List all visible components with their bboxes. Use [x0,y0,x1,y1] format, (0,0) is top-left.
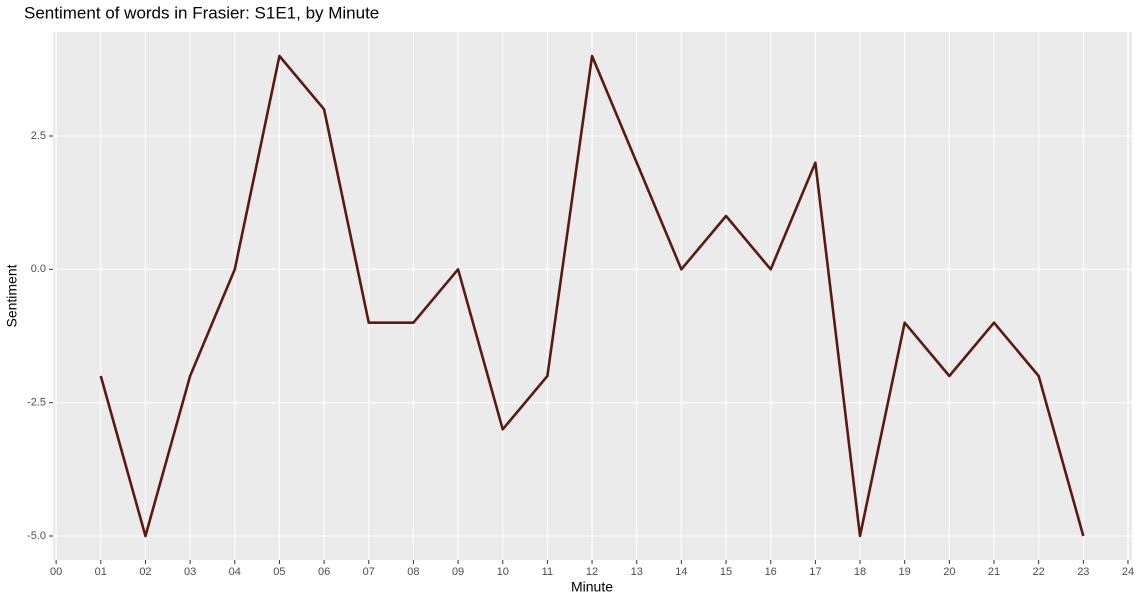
x-tick-label: 07 [363,566,375,578]
x-tick-label: 08 [407,566,419,578]
x-tick-label: 24 [1122,566,1134,578]
line [99,54,1085,538]
x-tick-label: 21 [988,566,1000,578]
x-tick-label: 00 [50,566,62,578]
y-axis-label: Sentiment [4,264,20,327]
x-tick-label: 03 [184,566,196,578]
x-tick-label: 19 [899,566,911,578]
chart-title: Sentiment of words in Frasier: S1E1, by … [24,3,379,22]
x-tick-label: 01 [95,566,107,578]
x-tick-label: 16 [765,566,777,578]
x-tick-label: 14 [675,566,687,578]
x-tick-label: 04 [229,566,241,578]
x-axis-label: Minute [571,579,613,595]
x-tick-label: 13 [631,566,643,578]
x-tick-label: 10 [497,566,509,578]
y-tick-label: -2.5 [27,397,46,409]
x-tick-label: 05 [273,566,285,578]
x-tick-label: 12 [586,566,598,578]
y-tick-label: -5.0 [27,530,46,542]
x-tick-label: 06 [318,566,330,578]
x-tick-label: 22 [1033,566,1045,578]
x-tick-label: 18 [854,566,866,578]
x-tick-label: 23 [1077,566,1089,578]
y-tick-label: 0.0 [31,263,46,275]
y-tick-label: 2.5 [31,130,46,142]
x-tick-label: 02 [139,566,151,578]
x-tick-label: 11 [542,566,553,578]
x-tick-label: 15 [720,566,732,578]
x-tick-label: 17 [809,566,821,578]
x-tick-label: 09 [452,566,464,578]
x-tick-label: 20 [943,566,955,578]
